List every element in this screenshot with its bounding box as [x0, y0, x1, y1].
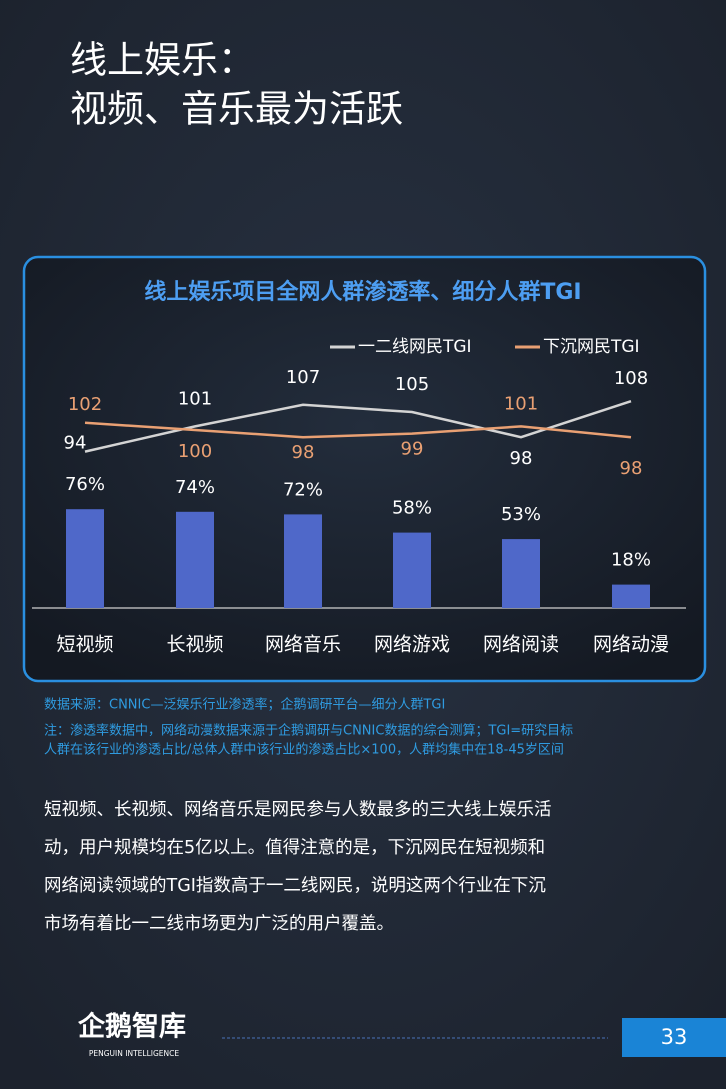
page-title: 视频、音乐最为活跃	[70, 88, 403, 131]
line-value-label: 108	[614, 368, 648, 389]
bar	[393, 532, 431, 608]
bar-value-label: 74%	[175, 477, 215, 498]
x-tick-label: 网络游戏	[374, 634, 450, 656]
line-value-label: 107	[286, 367, 320, 388]
line-value-label: 102	[68, 394, 102, 415]
logo: 企鹅智库	[78, 1011, 186, 1043]
x-tick-label: 网络阅读	[483, 634, 559, 656]
note: 人群在该行业的渗透占比/总体人群中该行业的渗透占比×100，人群均集中在18-4…	[44, 742, 564, 758]
body-text: 短视频、长视频、网络音乐是网民参与人数最多的三大线上娱乐活	[44, 800, 552, 820]
line-value-label: 94	[64, 433, 87, 454]
line-value-label: 100	[178, 441, 212, 462]
logo-subtitle: PENGUIN INTELLIGENCE	[89, 1049, 179, 1058]
page-number: 33	[661, 1025, 688, 1049]
page-number-box	[622, 1018, 726, 1057]
chart-frame	[22, 255, 707, 683]
line-value-label: 101	[504, 393, 538, 414]
line-value-label: 99	[401, 439, 424, 460]
page-title: 线上娱乐：	[70, 39, 255, 82]
bar	[176, 511, 214, 608]
line-value-label: 98	[510, 448, 533, 469]
bar-value-label: 18%	[611, 550, 651, 571]
bar-value-label: 76%	[65, 474, 105, 495]
legend-label: 下沉网民TGI	[543, 337, 640, 357]
bar	[612, 584, 650, 608]
line-value-label: 105	[395, 374, 429, 395]
x-tick-label: 网络音乐	[265, 634, 341, 656]
line-value-label: 98	[620, 458, 643, 479]
x-tick-label: 短视频	[56, 634, 113, 656]
body-text: 动，用户规模均在5亿以上。值得注意的是，下沉网民在短视频和	[44, 838, 545, 858]
bar	[66, 509, 104, 608]
note: 数据来源：CNNIC—泛娱乐行业渗透率；企鹅调研平台—细分人群TGI	[44, 697, 445, 713]
bar-value-label: 58%	[392, 498, 432, 519]
tgi-line	[84, 400, 632, 453]
bar	[284, 514, 322, 608]
note: 注：渗透率数据中，网络动漫数据来源于企鹅调研与CNNIC数据的综合测算；TGI=…	[44, 723, 573, 739]
line-value-label: 98	[292, 442, 315, 463]
body-text: 网络阅读领域的TGI指数高于一二线网民，说明这两个行业在下沉	[44, 876, 546, 896]
legend-label: 一二线网民TGI	[358, 337, 472, 357]
line-value-label: 101	[178, 388, 212, 409]
bar-value-label: 72%	[283, 479, 323, 500]
x-tick-label: 长视频	[166, 634, 223, 656]
bar-value-label: 53%	[501, 504, 541, 525]
chart-title: 线上娱乐项目全网人群渗透率、细分人群TGI	[144, 279, 581, 305]
body-text: 市场有着比一二线市场更为广泛的用户覆盖。	[44, 914, 394, 934]
tgi-line	[84, 421, 632, 439]
bar	[502, 539, 540, 608]
x-tick-label: 网络动漫	[593, 634, 669, 656]
